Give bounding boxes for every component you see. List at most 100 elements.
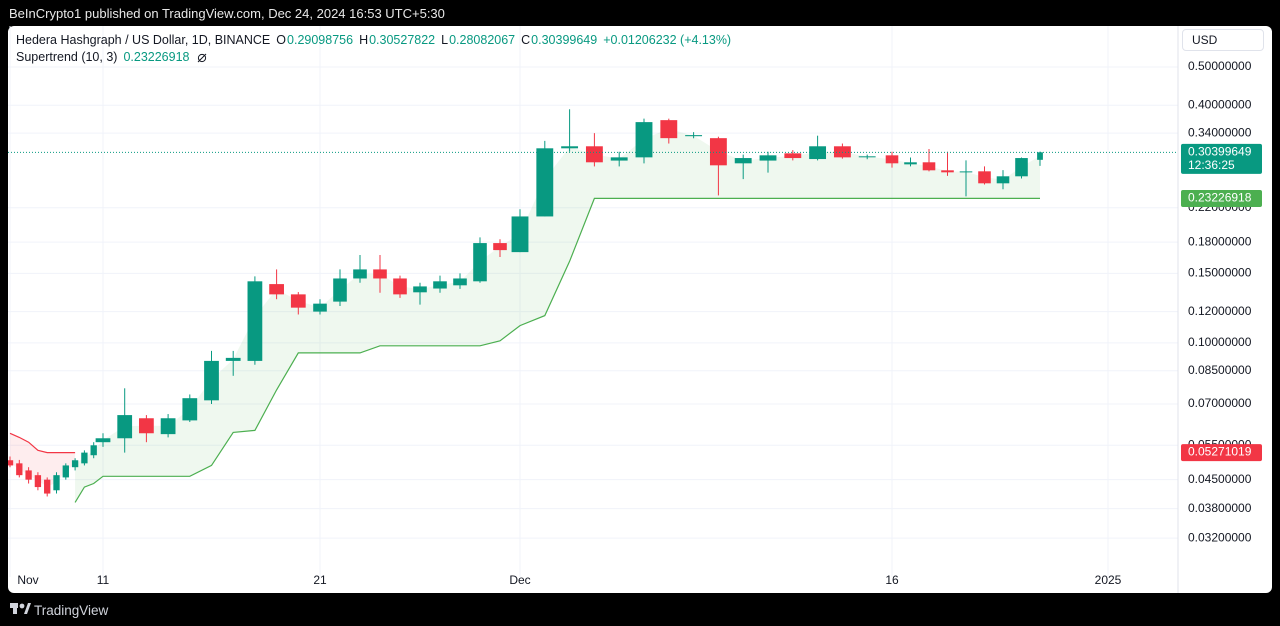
candle-body [53,475,60,491]
publish-text: BeInCrypto1 published on TradingView.com… [9,6,445,21]
candle-body [511,216,529,253]
x-tick-label: 11 [97,573,110,587]
candle-body [353,269,367,279]
candle-body [16,463,23,476]
candles [8,109,1178,497]
candle-body [978,171,991,184]
candle-body [709,138,727,166]
logo-icon [10,603,31,614]
logo-text: TradingView [34,602,109,618]
symbol-title: Hedera Hashgraph / US Dollar, 1D, BINANC… [16,33,271,47]
candle-body [561,146,579,149]
candle-body [833,146,851,158]
candle-body [734,158,752,164]
y-tick-label: 0.15000000 [1188,266,1252,280]
y-tick-label: 0.10000000 [1188,335,1252,349]
candle-body [313,303,327,312]
candle-body [685,135,703,137]
candle-body [95,438,111,443]
price-label: 0.05271019 [1188,445,1252,459]
trend-fill [75,128,1041,503]
open-prefix: O [276,33,287,47]
x-tick-label: 16 [885,573,899,587]
candle-body [885,155,899,164]
candle-body [493,243,507,251]
candle-body [453,278,467,286]
price-label-box [1181,189,1262,207]
candle-body [90,445,97,456]
candle-body [81,452,88,464]
chart-panel [8,26,1272,593]
indicator-name: Supertrend (10, 3) [16,50,118,64]
candle-body [373,269,387,279]
candle-body [269,284,284,295]
candle-body [1015,158,1028,177]
close-prefix: C [521,33,531,47]
candle-body [433,281,447,289]
candle-body [62,465,69,478]
candle-body [247,281,263,361]
candle-body [204,360,219,401]
candle-body [858,156,876,158]
candle-body [536,148,554,217]
candle-body [160,418,176,435]
candle-body [922,162,936,171]
y-tick-label: 0.18000000 [1188,234,1252,248]
y-tick-label: 0.03200000 [1188,530,1252,544]
footer: TradingView [10,600,108,620]
candle-body [473,243,487,282]
candle-body [959,171,973,173]
candle-body [117,415,133,439]
legend: Hedera Hashgraph / US Dollar, 1D, BINANC… [16,32,731,66]
y-tick-label: 0.12000000 [1188,304,1252,318]
candle-body [784,153,802,159]
candle-body [660,120,678,139]
candle-body [290,294,306,308]
low-prefix: L [441,33,449,47]
y-tick-label: 0.34000000 [1188,125,1252,139]
supertrend-line [74,197,1040,503]
candle-body [585,146,603,163]
y-tick-label: 0.50000000 [1188,59,1252,73]
price-axis: 0.500000000.400000000.340000000.22000000… [1177,26,1252,593]
time-axis: Nov 11 21 Dec 16 2025 [17,573,1121,587]
high-prefix: H [359,33,369,47]
y-tick-label: 0.07000000 [1188,396,1252,410]
candle-body [941,170,954,173]
candle-body [996,176,1010,184]
indicator-value: 0.23226918 [123,50,190,64]
candle-body [71,460,79,468]
y-tick-label: 0.03800000 [1188,501,1252,515]
candle-body [759,155,777,161]
hide-icon[interactable] [196,52,208,64]
candle-body [225,357,241,361]
publish-bar: BeInCrypto1 published on TradingView.com… [0,0,1280,26]
close-value: 0.30399649 [531,33,598,47]
low-value: 0.28082067 [449,33,516,47]
x-tick-label: 21 [313,573,327,587]
indicator-row: Supertrend (10, 3) 0.23226918 [16,49,731,66]
symbol-row: Hedera Hashgraph / US Dollar, 1D, BINANC… [16,32,731,49]
currency-button[interactable]: USD [1182,29,1264,51]
candle-body [25,470,32,480]
grid [8,26,1178,577]
candle-body [139,418,154,434]
price-label: 0.30399649 [1188,144,1252,158]
candle-body [1037,152,1043,160]
change: +0.01206232 (+4.13%) [603,33,732,47]
supertrend-line [9,432,76,454]
trend-lines [9,197,1040,503]
x-tick-label: Dec [509,573,530,587]
candle-body [610,157,628,161]
candle-body [393,278,407,295]
x-tick-label: Nov [17,573,38,587]
price-label-box [1181,143,1262,174]
candle-body [34,475,42,488]
candle-body [333,278,347,302]
open-value: 0.29098756 [287,33,354,47]
y-tick-label: 0.08500000 [1188,363,1252,377]
y-tick-label: 0.40000000 [1188,97,1252,111]
candle-body [8,460,14,466]
x-tick-label: 2025 [1095,573,1122,587]
